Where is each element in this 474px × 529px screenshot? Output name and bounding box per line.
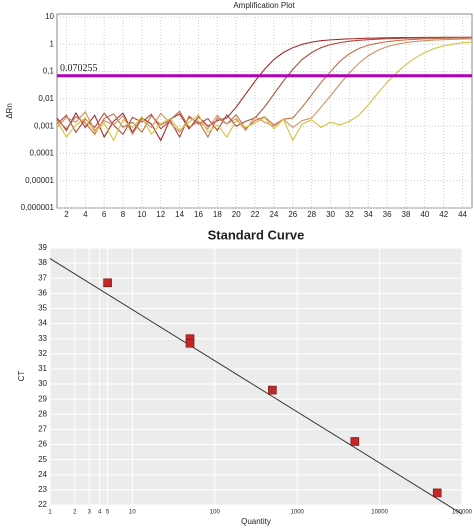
x-tick-label: 10000 — [371, 510, 388, 516]
x-tick-label: 6 — [102, 210, 107, 219]
x-tick-label: 10 — [137, 210, 146, 219]
x-tick-label: 3 — [88, 510, 92, 516]
x-axis-label: Quantity — [241, 517, 271, 526]
data-point — [103, 278, 112, 288]
x-tick-label: 100000 — [452, 510, 473, 516]
y-tick-label: 39 — [38, 243, 47, 252]
amplification-curve — [56, 36, 473, 139]
chart-title: Amplification Plot — [233, 1, 295, 10]
data-point — [350, 437, 360, 446]
y-tick-label: 22 — [38, 500, 47, 509]
y-tick-label: 27 — [38, 425, 47, 434]
x-tick-label: 32 — [345, 210, 354, 219]
y-tick-label: 10 — [45, 12, 54, 21]
y-tick-label: 0,0001 — [30, 149, 55, 158]
data-point — [432, 488, 442, 498]
y-tick-label: 36 — [38, 288, 47, 297]
x-tick-label: 4 — [83, 210, 88, 219]
y-tick-label: 31 — [38, 364, 47, 373]
x-tick-label: 2 — [64, 210, 69, 219]
y-tick-label: 0,001 — [34, 121, 55, 130]
x-tick-label: 5 — [106, 510, 110, 516]
plot-frame — [56, 13, 473, 209]
y-tick-label: 0,00001 — [25, 176, 54, 185]
threshold-label: 0.070255 — [60, 63, 98, 74]
x-tick-label: 1 — [48, 510, 52, 516]
x-tick-label: 36 — [383, 210, 392, 219]
y-tick-label: 24 — [38, 470, 47, 479]
x-tick-label: 8 — [121, 210, 126, 219]
y-tick-label: 33 — [38, 334, 47, 343]
y-tick-label: 0,000001 — [21, 203, 55, 212]
fit-line — [49, 258, 463, 515]
x-tick-label: 16 — [194, 210, 203, 219]
amplification-curve — [56, 41, 473, 142]
x-tick-label: 20 — [232, 210, 241, 219]
y-tick-label: 37 — [38, 273, 47, 282]
x-tick-label: 26 — [288, 210, 297, 219]
x-tick-label: 42 — [439, 210, 448, 219]
x-tick-label: 4 — [98, 510, 102, 516]
y-tick-label: 0,01 — [38, 94, 54, 103]
y-tick-label: 38 — [38, 258, 47, 267]
amplification-curve — [56, 36, 472, 142]
x-tick-label: 30 — [326, 210, 335, 219]
data-point — [185, 338, 195, 348]
y-tick-label: 26 — [38, 440, 47, 449]
x-tick-label: 34 — [364, 210, 373, 219]
x-tick-label: 12 — [156, 210, 165, 219]
chart-title: Standard Curve — [208, 227, 305, 242]
x-tick-label: 28 — [307, 210, 316, 219]
plot-frame — [49, 247, 463, 506]
x-tick-label: 40 — [420, 210, 429, 219]
y-axis-label: CT — [17, 371, 26, 382]
y-tick-label: 29 — [38, 394, 47, 403]
y-tick-label: 32 — [38, 349, 47, 358]
y-tick-label: 34 — [38, 319, 47, 328]
y-tick-label: 1 — [50, 39, 55, 48]
y-tick-label: 35 — [38, 304, 47, 313]
x-tick-label: 14 — [175, 210, 184, 219]
y-tick-label: 23 — [38, 485, 47, 494]
x-tick-label: 1000 — [291, 510, 305, 516]
x-tick-label: 22 — [251, 210, 260, 219]
y-tick-label: 0,1 — [43, 67, 55, 76]
y-tick-label: 28 — [38, 409, 47, 418]
y-axis-label: ΔRn — [5, 103, 14, 119]
x-tick-label: 24 — [269, 210, 278, 219]
y-tick-label: 30 — [38, 379, 47, 388]
y-tick-label: 25 — [38, 455, 47, 464]
x-tick-label: 38 — [402, 210, 411, 219]
x-tick-label: 44 — [458, 210, 467, 219]
x-tick-label: 10 — [129, 510, 136, 516]
data-point — [268, 385, 277, 395]
x-tick-label: 100 — [210, 510, 221, 516]
x-tick-label: 18 — [213, 210, 222, 219]
x-tick-label: 2 — [73, 510, 77, 516]
